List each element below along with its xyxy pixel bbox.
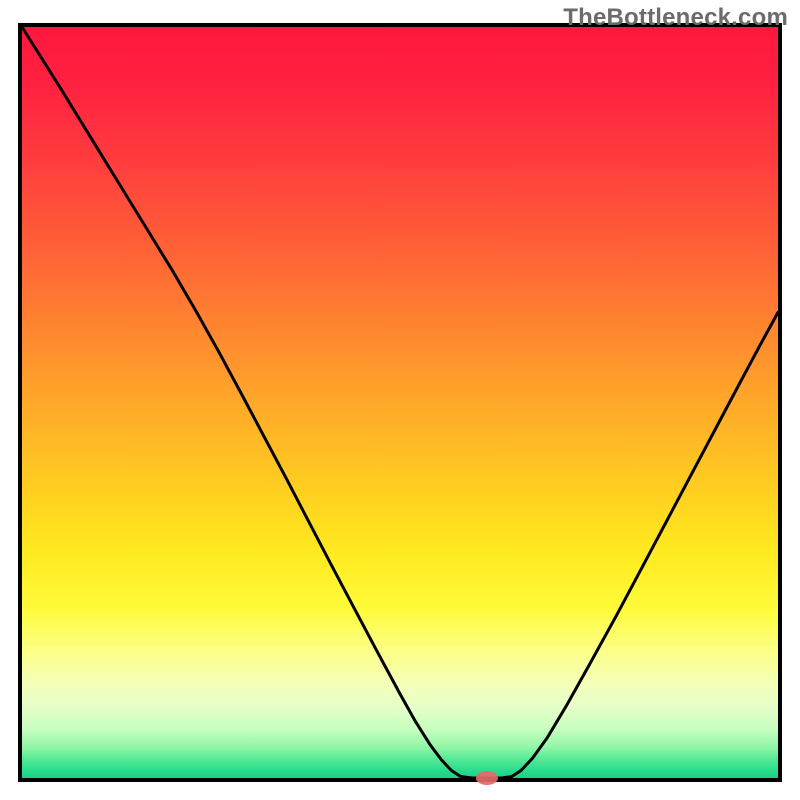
chart-background	[22, 27, 778, 778]
optimal-marker	[476, 771, 498, 785]
watermark-text: TheBottleneck.com	[563, 4, 788, 32]
chart-svg	[0, 0, 800, 800]
bottleneck-chart: TheBottleneck.com	[0, 0, 800, 800]
